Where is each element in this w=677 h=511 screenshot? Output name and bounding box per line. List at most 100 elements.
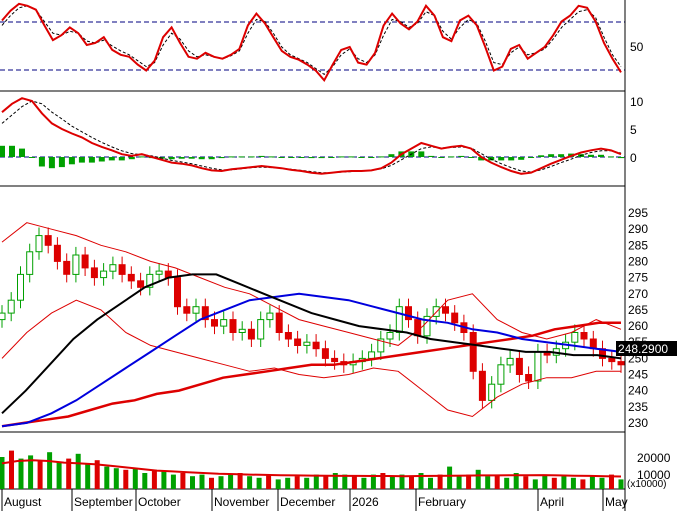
candle-body — [284, 332, 292, 340]
macd-histogram-bar — [168, 157, 175, 160]
candle-body — [266, 312, 274, 321]
volume-bar — [523, 476, 529, 489]
macd-histogram-bar — [218, 157, 225, 159]
candle-body — [331, 357, 339, 363]
macd-histogram-bar — [368, 157, 375, 158]
candle-body — [53, 244, 61, 262]
volume-bar — [332, 473, 338, 489]
candle-body — [506, 357, 514, 366]
candle-body — [478, 370, 486, 401]
volume-bar — [56, 461, 62, 489]
macd-histogram — [0, 145, 624, 169]
volume-bar — [504, 477, 510, 489]
macd-histogram-bar — [288, 157, 295, 158]
volume-bar — [170, 474, 176, 489]
volume-bar — [9, 450, 14, 489]
candle-body — [238, 328, 246, 333]
macd-histogram-bar — [508, 157, 515, 161]
month-label: October — [138, 495, 181, 509]
macd-histogram-bar — [58, 157, 65, 168]
volume-bar — [475, 469, 481, 489]
price-y-tick: 245 — [628, 368, 648, 382]
month-label: August — [4, 495, 42, 509]
volume-panel: 20000 10000 (x10000) — [0, 450, 671, 490]
price-y-tick: 285 — [628, 238, 648, 252]
price-y-tick: 230 — [628, 416, 648, 430]
macd-histogram-bar — [29, 157, 35, 158]
volume-bar — [570, 477, 576, 489]
candle-body — [109, 264, 117, 272]
candle-body — [525, 374, 533, 382]
volume-bar — [542, 474, 548, 489]
candle-body — [257, 319, 265, 340]
volume-bar — [428, 477, 433, 489]
month-label: February — [418, 495, 466, 509]
volume-bar — [275, 479, 281, 489]
candle-body — [368, 351, 376, 359]
volume-bar — [256, 477, 262, 489]
macd-histogram-bar — [298, 157, 305, 158]
candle-body — [100, 270, 108, 279]
volume-bar — [551, 477, 557, 489]
candle-body — [183, 306, 191, 314]
volume-bars — [0, 450, 624, 489]
volume-bar — [123, 469, 129, 489]
candle-body — [211, 319, 218, 327]
macd-histogram-bar — [88, 157, 95, 163]
candle-body — [303, 341, 311, 346]
volume-bar — [370, 474, 376, 489]
candle-body — [580, 332, 588, 340]
volume-bar — [180, 473, 186, 489]
macd-histogram-bar — [588, 154, 594, 157]
macd-histogram-bar — [548, 154, 555, 157]
candle-body — [81, 254, 89, 269]
volume-y-tick-20000: 20000 — [637, 451, 671, 465]
candle-body — [247, 328, 255, 340]
price-panel: 2952902852802752702652602552502452402352… — [0, 206, 677, 433]
candle-body — [414, 319, 422, 337]
candle-body — [118, 264, 126, 275]
macd-histogram-bar — [19, 148, 25, 157]
price-y-tick: 290 — [628, 222, 648, 236]
bollinger-upper-band — [1, 222, 622, 346]
bollinger-lower-band — [1, 299, 621, 418]
candle-body — [442, 306, 449, 314]
candle-body — [275, 312, 283, 334]
volume-bar — [609, 474, 614, 489]
volume-bar — [190, 476, 195, 489]
macd-histogram-bar — [388, 154, 395, 157]
macd-histogram-bar — [318, 157, 325, 159]
candle-body — [423, 315, 431, 337]
volume-bar — [342, 474, 348, 489]
candle-body — [174, 277, 181, 308]
oscillator-panel: 50 — [0, 2, 644, 92]
macd-histogram-bar — [478, 157, 485, 161]
macd-histogram-bar — [138, 156, 145, 158]
volume-bar — [351, 476, 357, 489]
oscillator-signal-line — [1, 5, 622, 76]
volume-bar — [409, 476, 414, 489]
price-y-tick: 260 — [628, 319, 648, 333]
candle-body — [395, 306, 403, 334]
volume-bar — [399, 474, 405, 489]
price-y-tick: 235 — [628, 400, 648, 414]
volume-bar — [94, 460, 100, 489]
volume-bar — [323, 476, 329, 489]
macd-histogram-bar — [9, 145, 15, 157]
candle-body — [386, 332, 394, 340]
macd-histogram-bar — [498, 157, 505, 161]
volume-bar — [418, 473, 424, 489]
month-label: November — [214, 495, 269, 509]
candle-body — [35, 235, 43, 253]
macd-histogram-bar — [188, 157, 195, 159]
volume-bar — [313, 474, 319, 489]
volume-bar — [37, 460, 43, 489]
candle-body — [220, 319, 228, 327]
volume-bar — [456, 476, 462, 489]
oscillator-y-tick: 50 — [630, 40, 644, 54]
volume-bar — [361, 477, 367, 489]
volume-bar — [0, 457, 5, 489]
month-label: April — [540, 495, 564, 509]
candle-body — [44, 235, 52, 246]
volume-bar — [247, 476, 253, 489]
